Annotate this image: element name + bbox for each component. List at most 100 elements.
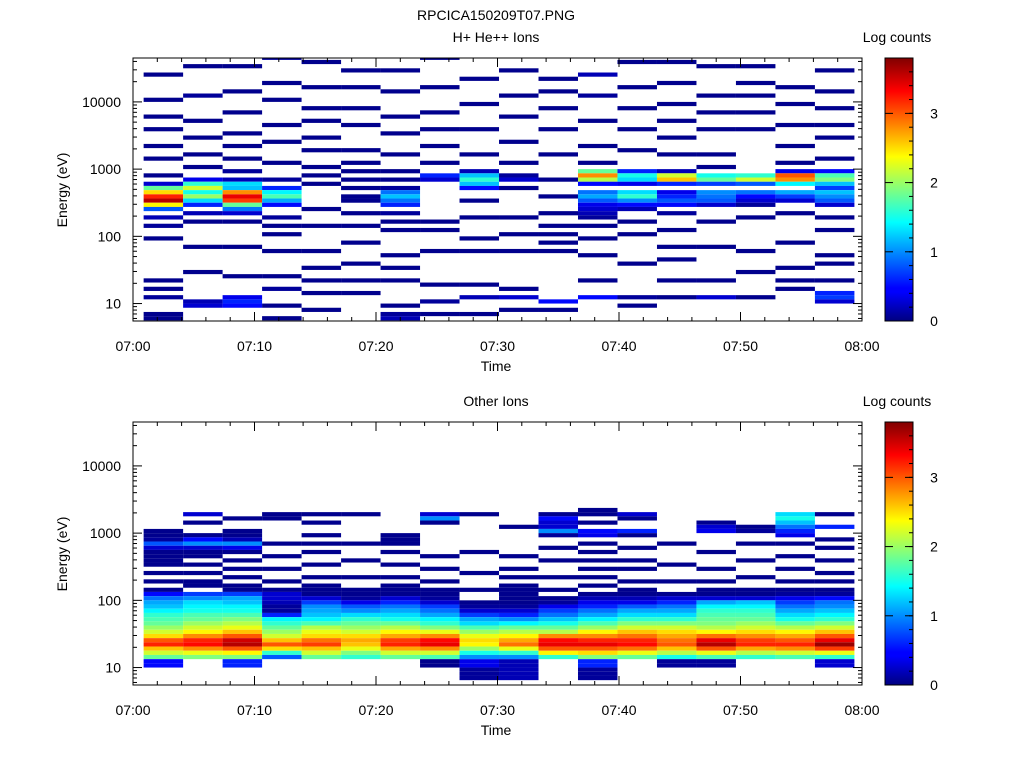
- heatmap-cell: [420, 646, 460, 651]
- heatmap-cell: [696, 127, 736, 132]
- x-tick-label: 07:30: [480, 338, 515, 354]
- x-tick-labels: 07:00 07:10 07:20 07:30 07:40 07:50 08:00: [115, 338, 879, 354]
- heatmap-cell: [577, 236, 618, 241]
- heatmap-cell: [380, 68, 421, 73]
- heatmap-cell: [380, 114, 421, 119]
- heatmap-cell: [577, 507, 618, 513]
- heatmap-cell: [617, 202, 657, 207]
- heatmap-cell: [380, 549, 421, 555]
- heatmap-cell: [735, 93, 776, 98]
- heatmap-cell: [577, 638, 618, 643]
- heatmap-cell: [380, 152, 421, 157]
- heatmap-cell: [499, 93, 539, 98]
- heatmap-cell: [617, 650, 657, 655]
- heatmap-cell: [499, 617, 539, 622]
- heatmap-cell: [656, 227, 697, 233]
- heatmap-cell: [262, 608, 302, 613]
- heatmap-cell: [143, 579, 184, 584]
- colorbar-label: Log counts: [863, 29, 932, 45]
- heatmap-cell: [696, 591, 736, 597]
- heatmap-cell: [814, 181, 855, 186]
- heatmap-cell: [814, 177, 855, 182]
- heatmap-cell: [775, 177, 815, 182]
- heatmap-cell: [459, 198, 500, 203]
- heatmap-cell: [814, 227, 855, 233]
- heatmap-cell: [341, 591, 381, 597]
- y-tick-labels: 10 100 1000 10000: [82, 94, 121, 312]
- heatmap-cell: [538, 512, 578, 517]
- heatmap-cell: [696, 663, 736, 668]
- heatmap-cell: [577, 575, 618, 580]
- heatmap-cell: [696, 600, 736, 605]
- heatmap-cell: [735, 617, 776, 622]
- heatmap-cell: [420, 638, 460, 643]
- heatmap-cell: [459, 629, 500, 634]
- heatmap-cell: [222, 303, 263, 308]
- heatmap-cell: [301, 600, 342, 605]
- heatmap-cell: [538, 633, 578, 639]
- colorbar-tick-label: 3: [930, 105, 938, 121]
- heatmap-cell: [577, 612, 618, 618]
- heatmap-cell: [301, 575, 342, 580]
- heatmap-cell: [459, 633, 500, 639]
- heatmap-cell: [656, 579, 697, 584]
- heatmap-cell: [420, 625, 460, 630]
- heatmap-cell: [617, 198, 657, 203]
- heatmap-cell: [262, 650, 302, 655]
- heatmap-cell: [222, 650, 263, 655]
- y-tick-label: 10: [105, 296, 121, 312]
- heatmap-cell: [420, 579, 460, 584]
- heatmap-cell: [696, 190, 736, 195]
- heatmap-cell: [222, 659, 263, 664]
- heatmap-cell: [341, 646, 381, 651]
- heatmap-cell: [380, 642, 421, 647]
- heatmap-cell: [814, 659, 855, 664]
- heatmap-cell: [301, 621, 342, 626]
- heatmap-cell: [222, 621, 263, 626]
- heatmap-cell: [341, 600, 381, 605]
- heatmap-cell: [617, 177, 657, 182]
- heatmap-cell: [380, 608, 421, 613]
- heatmap-cell: [499, 675, 539, 681]
- heatmap-cell: [775, 524, 815, 529]
- heatmap-cell: [656, 278, 697, 283]
- heatmap-cell: [301, 604, 342, 609]
- heatmap-cell: [143, 600, 184, 605]
- heatmap-cell: [656, 59, 697, 65]
- heatmap-cell: [656, 80, 697, 86]
- heatmap-cell: [617, 646, 657, 651]
- heatmap-cell: [775, 240, 815, 245]
- heatmap-cell: [735, 64, 776, 69]
- heatmap-cell: [262, 621, 302, 626]
- heatmap-cell: [775, 286, 815, 291]
- heatmap-cell: [577, 223, 618, 228]
- heatmap-cell: [222, 587, 263, 592]
- heatmap-cell: [222, 299, 263, 304]
- heatmap-cell: [814, 596, 855, 601]
- heatmap-cell: [735, 127, 776, 132]
- heatmap-cell: [380, 650, 421, 655]
- heatmap-cell: [656, 633, 697, 639]
- heatmap-cell: [380, 617, 421, 622]
- heatmap-cell: [577, 675, 618, 681]
- heatmap-cell: [262, 516, 302, 521]
- heatmap-cell: [380, 654, 421, 660]
- heatmap-cell: [301, 583, 342, 588]
- heatmap-cell: [775, 638, 815, 643]
- heatmap-cell: [814, 198, 855, 203]
- heatmap-cell: [577, 118, 618, 123]
- heatmap-cell: [262, 591, 302, 597]
- heatmap-cell: [735, 181, 776, 186]
- heatmap-cell: [696, 587, 736, 592]
- heatmap-cell: [617, 633, 657, 639]
- heatmap-cell: [262, 232, 302, 237]
- heatmap-cell: [814, 135, 855, 140]
- heatmap-cell: [814, 253, 855, 258]
- heatmap-cell: [696, 621, 736, 626]
- heatmap-cell: [814, 600, 855, 605]
- heatmap-cell: [341, 68, 381, 73]
- heatmap-cell: [775, 642, 815, 647]
- heatmap-cell: [656, 257, 697, 262]
- heatmap-cell: [183, 198, 223, 203]
- heatmap-cell: [459, 127, 500, 132]
